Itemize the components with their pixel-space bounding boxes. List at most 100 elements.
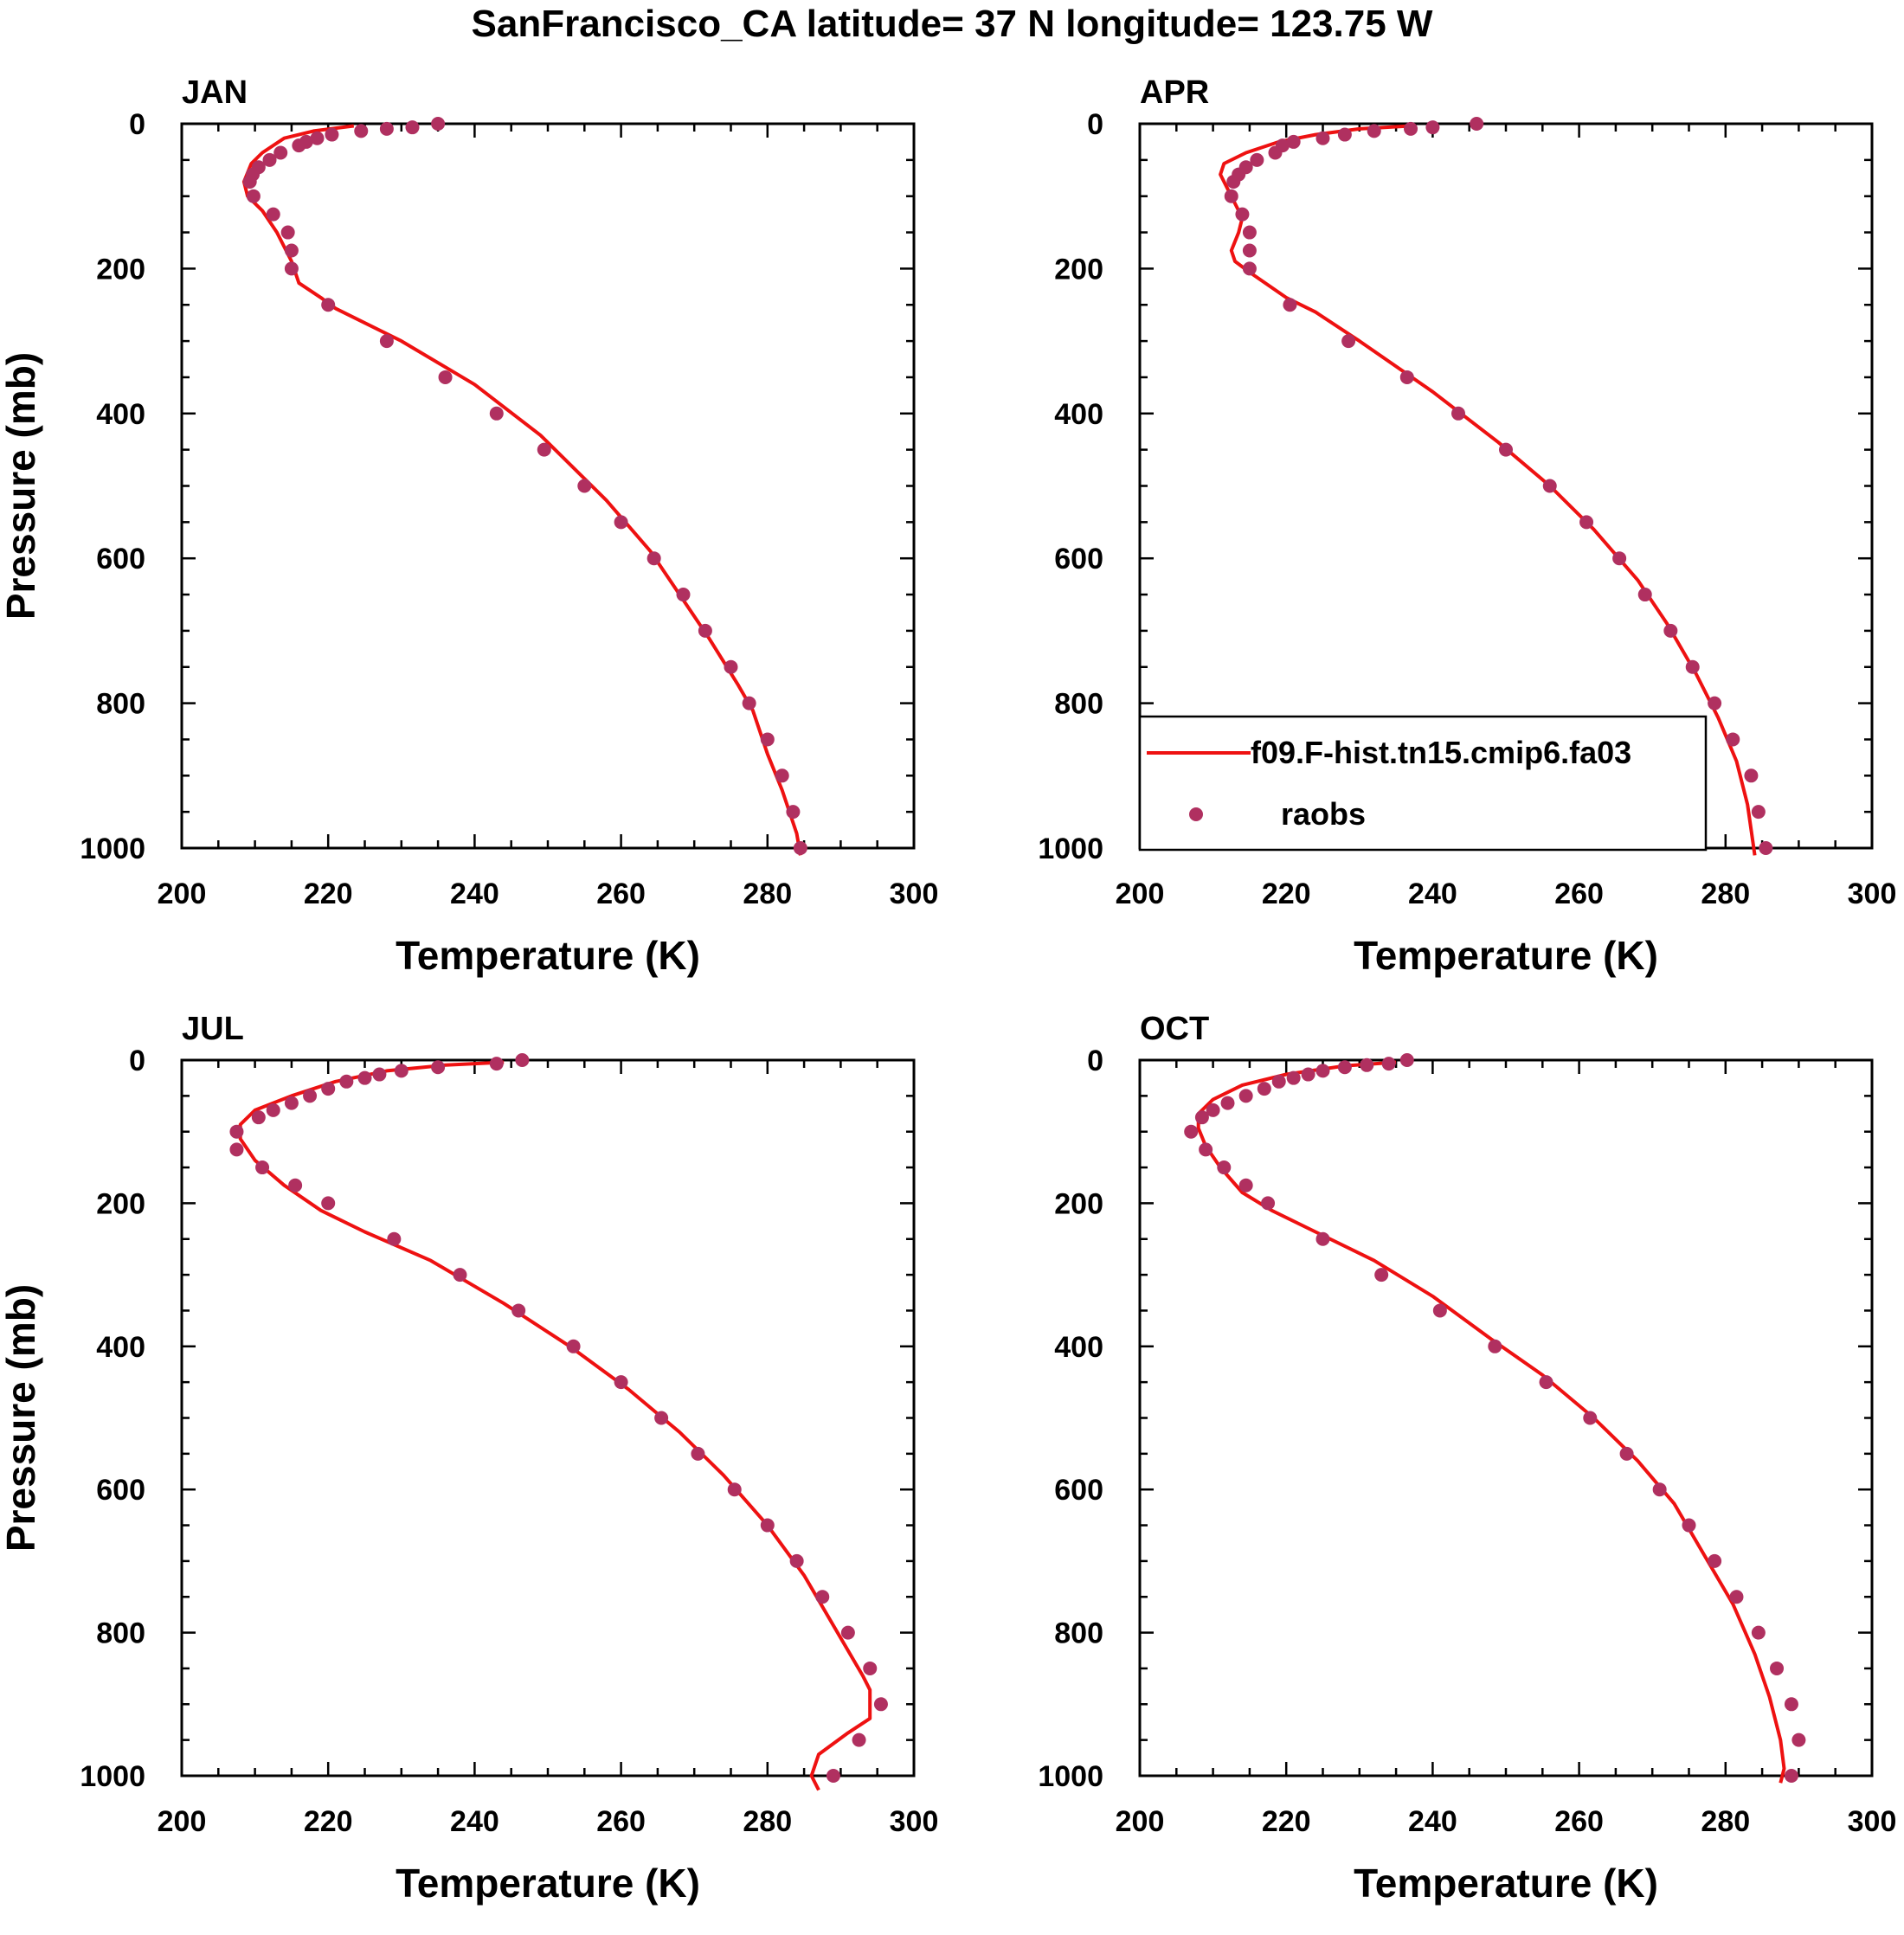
- raobs-point: [1268, 145, 1283, 160]
- model-series-line: [238, 1060, 872, 1791]
- raobs-point: [1286, 1070, 1301, 1085]
- raobs-point: [394, 1064, 408, 1078]
- x-axis-label: Temperature (K): [1354, 1861, 1658, 1906]
- raobs-point: [1682, 1518, 1696, 1533]
- raobs-point: [229, 1124, 244, 1139]
- raobs-point: [760, 732, 775, 747]
- legend-box: [1138, 715, 1708, 852]
- y-tick-label: 400: [1054, 398, 1103, 431]
- x-tick-label: 300: [890, 878, 939, 910]
- y-tick-label: 400: [96, 1331, 145, 1364]
- raobs-point: [1708, 696, 1722, 710]
- raobs-point: [654, 1411, 669, 1425]
- raobs-point: [242, 174, 257, 189]
- raobs-point: [1488, 1339, 1502, 1353]
- raobs-point: [1579, 515, 1594, 530]
- y-tick-label: 0: [129, 1045, 145, 1077]
- raobs-point: [489, 406, 504, 421]
- raobs-point: [1283, 298, 1297, 312]
- raobs-point: [1341, 334, 1356, 349]
- raobs-point: [321, 298, 336, 312]
- y-tick-label: 800: [1054, 688, 1103, 721]
- x-axis-label: Temperature (K): [1354, 933, 1658, 978]
- raobs-point: [310, 131, 325, 145]
- raobs-point: [1432, 1303, 1447, 1318]
- raobs-point: [1470, 117, 1484, 131]
- raobs-point: [775, 768, 789, 783]
- raobs-point: [379, 121, 394, 136]
- y-tick-label: 1000: [1038, 832, 1103, 865]
- raobs-point: [793, 841, 807, 855]
- panel-title: JUL: [182, 1011, 244, 1047]
- raobs-point: [1235, 207, 1250, 222]
- y-tick-label: 0: [1087, 1045, 1103, 1077]
- raobs-point: [1238, 1178, 1253, 1192]
- x-axis-label: Temperature (K): [396, 933, 700, 978]
- raobs-point: [1199, 1142, 1213, 1157]
- panel-jul: 200 220 240 260 280 300 0 200 400 600 800 1000 JUL Te…: [0, 1011, 938, 1906]
- raobs-point: [863, 1661, 878, 1675]
- x-tick-label: 200: [158, 878, 207, 910]
- panel-title: APR: [1140, 74, 1209, 111]
- raobs-point: [266, 207, 280, 222]
- panel-title: OCT: [1140, 1011, 1209, 1047]
- raobs-point: [321, 1082, 336, 1096]
- plot-frame: [1138, 1058, 1874, 1778]
- raobs-point: [303, 1089, 318, 1103]
- raobs-point: [742, 696, 756, 710]
- raobs-point: [1399, 1053, 1414, 1067]
- x-tick-label: 300: [1848, 878, 1897, 910]
- raobs-point: [262, 152, 277, 167]
- raobs-point: [1220, 1096, 1235, 1110]
- y-tick-label: 1000: [80, 832, 145, 865]
- panel-title: JAN: [182, 74, 248, 111]
- raobs-point: [339, 1074, 354, 1089]
- raobs-point: [284, 261, 299, 276]
- raobs-point: [431, 1060, 446, 1075]
- y-tick-label: 1000: [80, 1760, 145, 1793]
- raobs-point: [1542, 479, 1557, 493]
- x-axis-label: Temperature (K): [396, 1861, 700, 1906]
- raobs-point: [1744, 768, 1759, 783]
- raobs-point: [1226, 174, 1241, 189]
- raobs-point: [387, 1231, 402, 1246]
- raobs-point: [614, 1375, 628, 1390]
- raobs-point: [1425, 120, 1440, 135]
- raobs-point: [292, 138, 306, 153]
- y-tick-label: 600: [1054, 1474, 1103, 1507]
- raobs-point: [325, 127, 339, 142]
- model-series-line: [241, 124, 802, 856]
- raobs-point: [1784, 1697, 1798, 1712]
- raobs-point: [1337, 1060, 1352, 1075]
- x-tick-label: 280: [743, 1805, 792, 1838]
- raobs-point: [566, 1339, 581, 1353]
- raobs-point: [1184, 1124, 1199, 1139]
- raobs-point: [698, 623, 712, 638]
- x-tick-label: 220: [1262, 1805, 1311, 1838]
- y-tick-label: 800: [96, 1617, 145, 1650]
- raobs-point: [1194, 1110, 1209, 1125]
- raobs-point: [789, 1553, 804, 1568]
- raobs-point: [379, 334, 394, 349]
- y-tick-label: 600: [96, 1474, 145, 1507]
- raobs-point: [1261, 1196, 1276, 1211]
- model-series-line: [1196, 1060, 1786, 1784]
- raobs-point: [1685, 659, 1700, 674]
- raobs-point: [840, 1625, 855, 1640]
- raobs-point: [1367, 124, 1381, 138]
- raobs-point: [284, 243, 299, 258]
- panel-apr: 200 220 240 260 280 300 0 200 400 600 800 1000 APR Te…: [1038, 74, 1896, 978]
- legend: f09.F-hist.tn15.cmip6.fa03 raobs: [1138, 715, 1708, 852]
- raobs-point: [1759, 841, 1773, 855]
- raobs-point: [1315, 1231, 1330, 1246]
- y-axis-label: Pressure (mb): [0, 352, 43, 620]
- raobs-point: [438, 370, 453, 384]
- raobs-point: [1301, 1067, 1315, 1082]
- raobs-point: [1374, 1268, 1389, 1282]
- raobs-point: [251, 1110, 266, 1125]
- panel-jan: 200 220 240 260 280 300 0 200 400 600 800 1000 JAN Te…: [0, 74, 938, 978]
- raobs-point: [1224, 189, 1238, 203]
- x-tick-label: 240: [450, 1805, 499, 1838]
- x-tick-label: 300: [890, 1805, 939, 1838]
- raobs-point: [1663, 623, 1678, 638]
